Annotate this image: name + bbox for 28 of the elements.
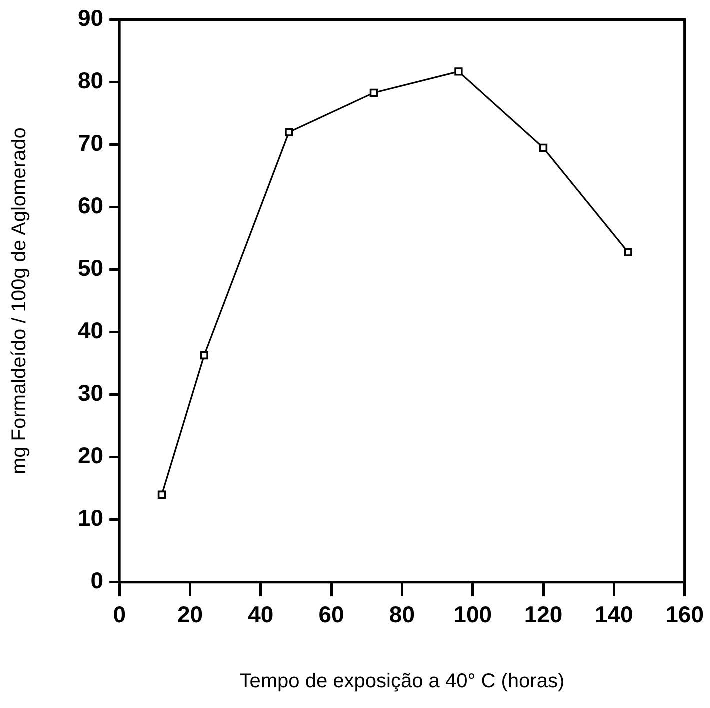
point (370, 88, 378, 98)
x-tick-label: 140 (594, 602, 634, 628)
x-axis-title: Tempo de exposição a 40° C (horas) (240, 670, 565, 693)
y-tick-label: 60 (78, 192, 104, 219)
x-tick-label: 160 (666, 602, 704, 628)
x-tick-label: 60 (318, 602, 344, 628)
y-tick-label: 50 (78, 255, 104, 282)
point (454, 68, 463, 76)
x-tick-label: 0 (113, 602, 126, 628)
point (285, 128, 294, 136)
point (158, 490, 166, 499)
point (200, 351, 208, 360)
y-axis-title: mg Formaldeído / 100g de Aglomerado (8, 128, 31, 475)
x-tick-label: 40 (248, 602, 274, 628)
x-tick-label: 100 (454, 602, 492, 628)
x-tick-label: 80 (389, 602, 415, 628)
y-tick-label: 40 (78, 318, 104, 344)
y-tick-label: 90 (78, 5, 104, 32)
y-tick-label: 10 (78, 505, 104, 532)
x-tick-label: 20 (177, 602, 204, 628)
y-tick-label: 80 (78, 68, 104, 94)
y-tick-label: 20 (78, 442, 104, 469)
y-tick-label: 70 (78, 130, 104, 156)
y-tick-label: 30 (78, 380, 104, 406)
y-tick-label: 0 (90, 568, 104, 594)
point (539, 144, 548, 152)
point (624, 248, 632, 256)
x-tick-label: 120 (524, 602, 563, 628)
